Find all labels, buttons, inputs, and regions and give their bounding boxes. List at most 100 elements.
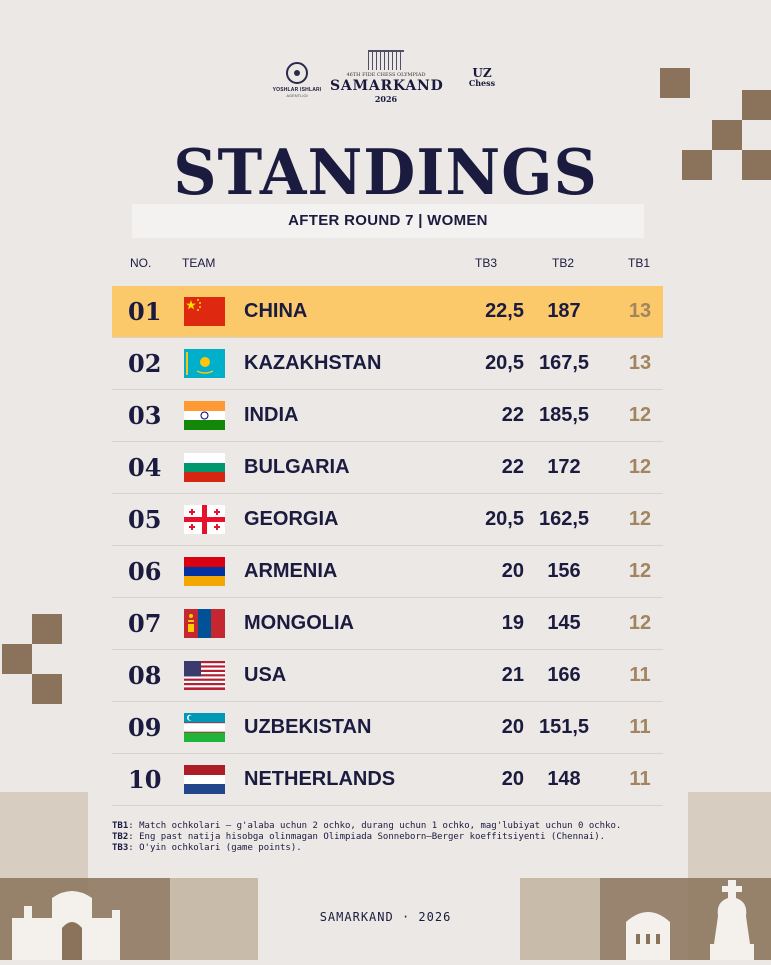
decor-block xyxy=(170,878,258,960)
tb3-value: 20 xyxy=(501,716,524,738)
header-logos: YOSHLAR ISHLARI AGENTLIGI 46TH FIDE CHES… xyxy=(0,50,771,110)
chess-piece-silhouette xyxy=(704,880,760,960)
note-tb3: TB3: O'yin ochkolari (game points). xyxy=(112,843,302,853)
rank: 02 xyxy=(128,349,162,378)
tb2-value: 145 xyxy=(547,612,581,634)
rank: 08 xyxy=(128,661,162,690)
tb3-value: 22,5 xyxy=(485,300,524,322)
tb2-value: 151,5 xyxy=(538,716,590,738)
rank: 09 xyxy=(128,713,162,742)
tiebreak-notes: TB1: Match ochkolari — g'alaba uchun 2 o… xyxy=(112,821,672,854)
header-tb2: TB2 xyxy=(552,256,575,270)
rank: 07 xyxy=(128,609,162,638)
decor-square xyxy=(712,120,742,150)
india-flag-icon xyxy=(184,401,225,430)
tb1-value: 11 xyxy=(629,664,651,686)
georgia-flag-icon xyxy=(184,505,225,534)
header-tb1: TB1 xyxy=(628,256,651,270)
rank: 04 xyxy=(128,453,162,482)
tb1-value: 12 xyxy=(628,404,652,426)
note-tb2: TB2: Eng past natija hisobga olinmagan O… xyxy=(112,832,606,842)
page-title: STANDINGS xyxy=(173,136,598,210)
tb1-value: 12 xyxy=(628,560,652,582)
youth-agency-logo: YOSHLAR ISHLARI AGENTLIGI xyxy=(262,62,332,98)
olympiad-logo: 46TH FIDE CHESS OLYMPIAD SAMARKAND 2026 xyxy=(330,50,443,104)
team-name: NETHERLANDS xyxy=(244,768,396,790)
team-name: ARMENIA xyxy=(244,560,338,582)
table-row: 08 USA 21 166 11 xyxy=(112,650,663,702)
note-tb1: TB1: Match ochkolari — g'alaba uchun 2 o… xyxy=(112,821,622,831)
tb1-value: 11 xyxy=(629,768,651,790)
table-row: 04 BULGARIA 22 172 12 xyxy=(112,442,663,494)
kazakhstan-flag-icon xyxy=(184,349,225,378)
rank: 10 xyxy=(128,765,162,794)
rank: 05 xyxy=(128,505,162,534)
tower-silhouette xyxy=(618,900,678,960)
mongolia-flag-icon xyxy=(184,609,225,638)
tb1-value: 13 xyxy=(628,352,652,374)
tb3-value: 21 xyxy=(501,664,524,686)
header-no: NO. xyxy=(130,256,152,270)
uz-chess-logo: UZ Chess xyxy=(468,66,496,88)
decor-square xyxy=(2,644,32,674)
table-row: 09 UZBEKISTAN 20 151,5 11 xyxy=(112,702,663,754)
tb2-value: 156 xyxy=(547,560,581,582)
team-name: CHINA xyxy=(244,300,308,322)
uzbekistan-flag-icon xyxy=(184,713,225,742)
tb1-value: 13 xyxy=(628,300,652,322)
decor-square xyxy=(742,150,771,180)
table-row: 10 NETHERLANDS 20 148 11 xyxy=(112,754,663,806)
team-name: USA xyxy=(244,664,287,686)
tb1-value: 12 xyxy=(628,508,652,530)
header-tb3: TB3 xyxy=(475,256,498,270)
table-row: 03 INDIA 22 185,5 12 xyxy=(112,390,663,442)
pillars-icon xyxy=(368,50,404,70)
rank: 01 xyxy=(128,297,162,326)
team-name: BULGARIA xyxy=(244,456,350,478)
tb1-value: 12 xyxy=(628,612,652,634)
tb2-value: 172 xyxy=(547,456,581,478)
page-subtitle: AFTER ROUND 7 | WOMEN xyxy=(132,204,644,238)
tb3-value: 20 xyxy=(501,768,524,790)
decor-square xyxy=(682,150,712,180)
footer-text: SAMARKAND · 2026 xyxy=(319,910,452,924)
tb3-value: 20 xyxy=(501,560,524,582)
usa-flag-icon xyxy=(184,661,225,690)
tb3-value: 20,5 xyxy=(485,508,524,530)
tb3-value: 22 xyxy=(501,404,524,426)
team-name: MONGOLIA xyxy=(244,612,354,634)
table-row: 01 CHINA 22,5 187 13 xyxy=(112,286,663,338)
china-flag-icon xyxy=(184,297,225,326)
standings-table: 01 CHINA 22,5 187 13 02 KAZAKHSTAN 20,5 … xyxy=(112,286,663,806)
team-name: KAZAKHSTAN xyxy=(244,352,382,374)
tb3-value: 20,5 xyxy=(485,352,524,374)
tb2-value: 162,5 xyxy=(538,508,590,530)
rank: 06 xyxy=(128,557,162,586)
decor-square xyxy=(660,68,690,98)
decor-block xyxy=(520,878,600,960)
team-name: UZBEKISTAN xyxy=(244,716,372,738)
rank: 03 xyxy=(128,401,162,430)
table-header: NO. TEAM TB3 TB2 TB1 xyxy=(112,256,663,276)
tb3-value: 22 xyxy=(501,456,524,478)
armenia-flag-icon xyxy=(184,557,225,586)
tb3-value: 19 xyxy=(501,612,524,634)
table-row: 05 GEORGIA 20,5 162,5 12 xyxy=(112,494,663,546)
tb2-value: 167,5 xyxy=(538,352,590,374)
tb2-value: 187 xyxy=(547,300,581,322)
tb2-value: 166 xyxy=(547,664,581,686)
table-row: 02 KAZAKHSTAN 20,5 167,5 13 xyxy=(112,338,663,390)
decor-square xyxy=(32,614,62,644)
team-name: GEORGIA xyxy=(244,508,339,530)
table-row: 06 ARMENIA 20 156 12 xyxy=(112,546,663,598)
table-row: 07 MONGOLIA 19 145 12 xyxy=(112,598,663,650)
bulgaria-flag-icon xyxy=(184,453,225,482)
building-silhouette xyxy=(12,888,132,960)
team-name: INDIA xyxy=(244,404,299,426)
tb2-value: 148 xyxy=(547,768,581,790)
tb1-value: 12 xyxy=(628,456,652,478)
tb2-value: 185,5 xyxy=(538,404,590,426)
netherlands-flag-icon xyxy=(184,765,225,794)
decor-square xyxy=(32,674,62,704)
emblem-icon xyxy=(286,62,308,84)
